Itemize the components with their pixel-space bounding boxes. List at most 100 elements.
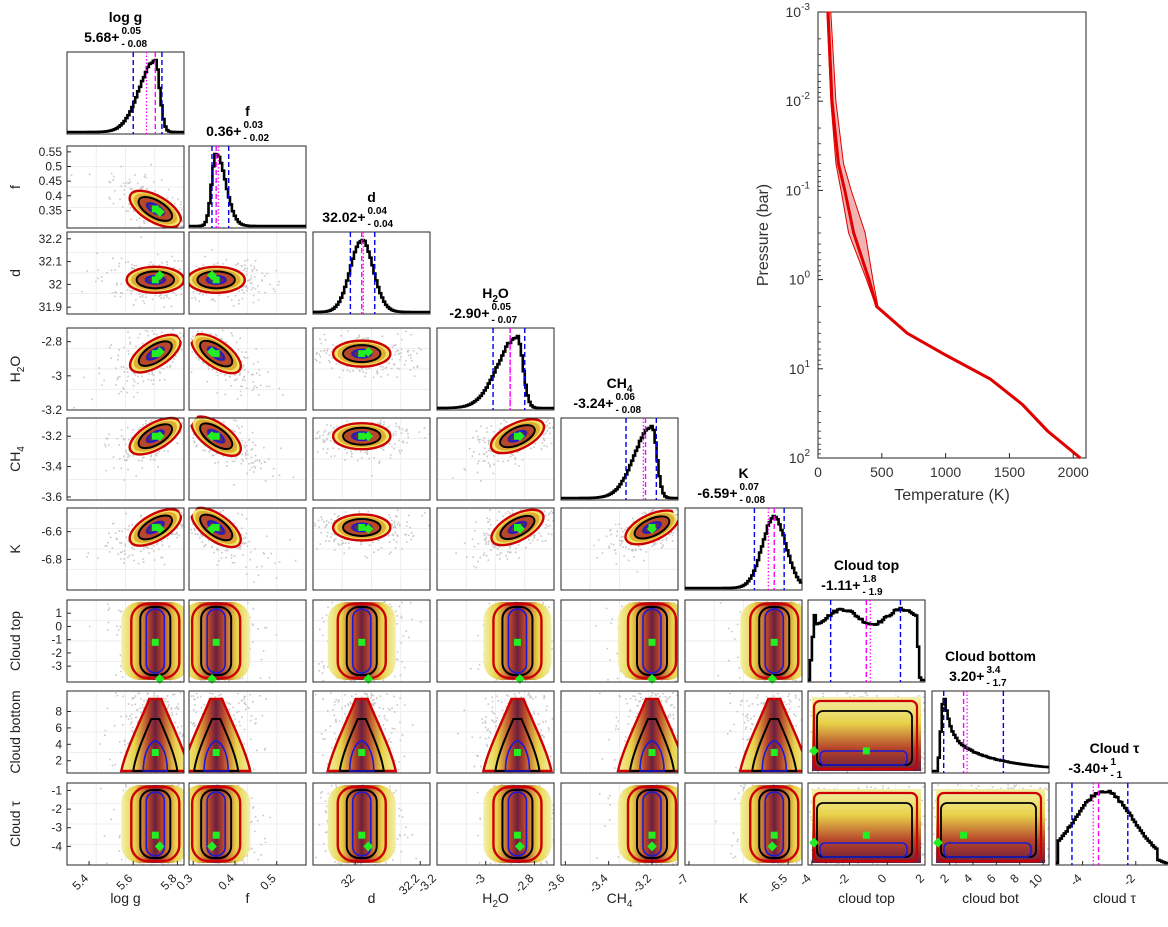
xaxis-label: cloud τ	[1093, 890, 1136, 906]
pair-panel-f-ctop	[188, 599, 307, 684]
hist-panel-h2o: H2O-2.90+ 0.05 - 0.07	[436, 285, 555, 411]
histogram-line	[932, 697, 1049, 773]
xaxis-label: CH4	[607, 890, 633, 910]
contour-outer	[481, 697, 553, 773]
xaxis-f: 0.3 0.4 0.5 f	[174, 861, 279, 906]
yaxis-label: f	[7, 185, 23, 189]
pair-frame	[436, 507, 555, 591]
ytick-label: 0	[55, 619, 62, 633]
ytick-label: -1	[51, 783, 62, 797]
contour-inner	[764, 791, 785, 857]
panel-err-minus: - 1.9	[863, 587, 883, 598]
ytick-label: 1	[55, 606, 62, 620]
pair-frame	[560, 507, 679, 591]
xaxis-cbot: 2 4 6 8 10 cloud bot	[937, 861, 1045, 906]
contour-inner	[145, 791, 166, 857]
truth-marker	[363, 674, 374, 684]
panel-err-plus: 0.05	[122, 26, 142, 37]
ytick-label: 0.35	[39, 203, 63, 217]
contour-outer	[128, 416, 183, 456]
median-marker	[212, 831, 220, 839]
contour-mid	[199, 339, 234, 368]
contour-mid	[499, 514, 536, 541]
contour-mid	[758, 606, 791, 676]
truth-marker	[514, 841, 525, 852]
tp-xaxis-label: Temperature (K)	[894, 487, 1010, 504]
xtick-label: -3.2	[415, 871, 440, 896]
temperature-pressure-profile: 0 500 1000 1500 2000 Temperature (K) 10-3 10-2 1…	[755, 2, 1089, 504]
panel-title: CH4	[607, 375, 633, 395]
ytick-label: 6	[55, 721, 62, 735]
pair-frame	[436, 417, 555, 501]
kde-fill	[327, 785, 396, 863]
pair-frame	[931, 782, 1050, 866]
panel-err-minus: - 0.04	[368, 219, 394, 230]
hist-panel-f: f0.36+ 0.03 - 0.02	[188, 103, 307, 229]
pair-frame	[436, 782, 555, 866]
panel-err-minus: - 0.08	[616, 405, 642, 416]
ytick-label: 8	[55, 705, 62, 719]
xaxis-label: log g	[110, 890, 140, 906]
pair-panel-logg-ctop	[66, 599, 185, 684]
median-marker	[513, 638, 521, 646]
median-marker	[212, 276, 220, 284]
pair-panel-logg-h2o	[66, 327, 185, 411]
contour-outer	[128, 508, 183, 547]
pair-panel-d-ctau	[312, 782, 431, 866]
ytick-label: 32.2	[39, 232, 63, 246]
ytick-label: 0.55	[39, 145, 63, 159]
panel-median-value: -2.90+	[449, 305, 489, 321]
ytick-label: -6.6	[41, 525, 62, 539]
pair-frame	[66, 327, 185, 411]
panel-err-plus: 0.04	[368, 206, 388, 217]
contour-mid	[137, 423, 174, 450]
pair-frame	[684, 599, 803, 683]
pair-panel-d-ctop	[312, 599, 431, 684]
kde-fill	[618, 785, 678, 863]
truth-marker	[207, 841, 217, 852]
xtick-label: 0.4	[215, 871, 237, 893]
median-marker	[358, 831, 366, 839]
contour-mid	[501, 606, 534, 676]
contour-outer	[336, 602, 387, 680]
truth-marker	[767, 674, 778, 684]
truth-marker	[207, 523, 217, 534]
pair-frame	[684, 690, 803, 774]
panel-title: d	[367, 189, 376, 205]
contour-inner	[203, 740, 229, 772]
hist-panel-logg: log g 5.68+ 0.05 - 0.08	[66, 9, 185, 135]
kde-fill	[189, 699, 251, 771]
median-marker	[862, 831, 870, 839]
contour-inner	[507, 608, 528, 674]
pair-panel-k-ctau	[684, 782, 803, 866]
tp-ytick-label: 10-3	[786, 2, 811, 20]
xtick-label: -3.2	[630, 871, 655, 896]
truth-marker	[514, 674, 525, 684]
median-marker	[151, 350, 159, 358]
contour-outer	[331, 339, 392, 368]
kde-fill	[483, 785, 552, 863]
contour-outer	[492, 785, 543, 863]
contour-outer	[616, 697, 678, 773]
contour-inner	[761, 740, 788, 772]
truth-marker	[154, 206, 165, 217]
ytick-label: -3.6	[41, 490, 62, 504]
contour-inner	[142, 740, 169, 772]
contour-outer	[130, 602, 181, 680]
yaxis-k: -6.6 -6.8 K	[7, 525, 71, 566]
xtick-label: 6	[984, 871, 999, 886]
median-marker	[151, 831, 159, 839]
panel-err-minus: - 1	[1111, 770, 1123, 781]
pair-frame	[312, 507, 431, 591]
xtick-label: -7	[674, 871, 692, 889]
panel-err-minus: - 0.08	[740, 495, 766, 506]
ytick-label: -3.2	[41, 403, 62, 417]
xaxis-label: K	[739, 890, 749, 906]
kde-fill	[740, 699, 802, 771]
contour-mid	[501, 789, 534, 859]
posterior-scatter	[190, 509, 297, 583]
panel-err-minus: - 0.08	[122, 39, 148, 50]
ytick-label: 0.4	[45, 189, 62, 203]
panel-err-minus: - 0.02	[244, 133, 270, 144]
